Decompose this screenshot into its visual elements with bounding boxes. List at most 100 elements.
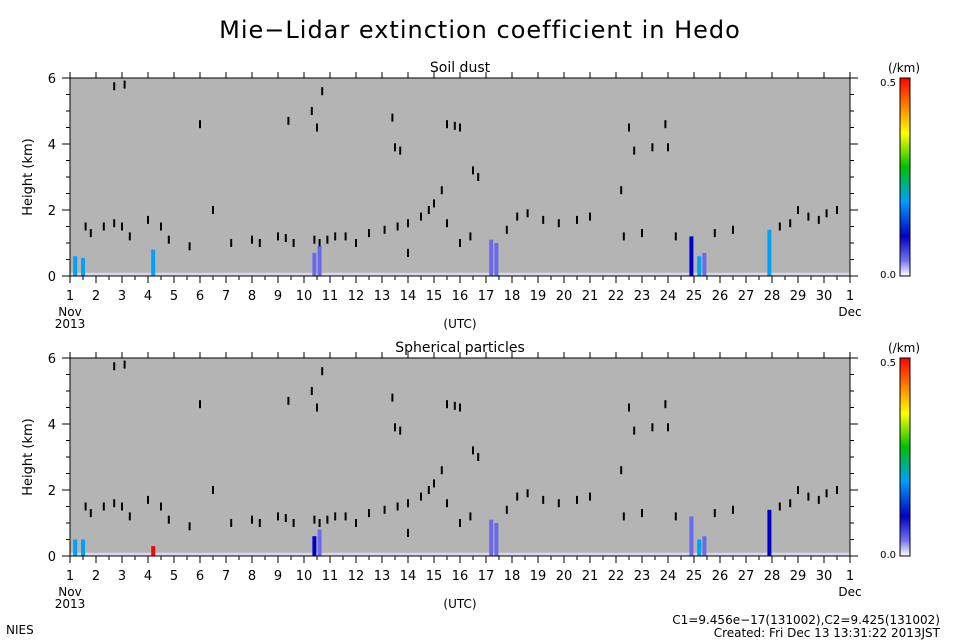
cloud-mark	[292, 519, 295, 527]
y-tick-label: 4	[48, 138, 56, 153]
x-tick-label: 26	[712, 569, 729, 584]
x-tick-label: 12	[348, 289, 365, 304]
cloud-mark	[391, 113, 394, 122]
x-tick-label: 4	[144, 569, 152, 584]
cloud-mark	[778, 222, 781, 231]
x-tick-label: 25	[686, 569, 703, 584]
cloud-mark	[334, 512, 337, 521]
footer-constants: C1=9.456e−17(131002),C2=9.425(131002)	[672, 613, 940, 627]
x-start-year: 2013	[55, 597, 86, 611]
cloud-mark	[123, 360, 126, 369]
cloud-mark	[284, 234, 287, 243]
cloud-mark	[318, 239, 321, 247]
x-tick-label: 30	[816, 289, 833, 304]
x-tick-label: 15	[426, 289, 443, 304]
x-tick-label: 13	[374, 569, 391, 584]
cloud-mark	[128, 232, 131, 241]
footer-created: Created: Fri Dec 13 13:31:22 2013JST	[714, 626, 941, 640]
cloud-mark	[383, 505, 386, 514]
cloud-mark	[453, 401, 456, 410]
colorbar-unit: (/km)	[888, 341, 920, 355]
x-tick-label: 10	[296, 289, 313, 304]
cloud-mark	[147, 495, 149, 504]
colorbar-max: 0.5	[880, 78, 896, 89]
aerosol-column	[489, 239, 494, 276]
cloud-mark	[230, 519, 233, 527]
cloud-mark	[396, 502, 399, 511]
cloud-mark	[477, 453, 480, 461]
cloud-mark	[472, 446, 474, 455]
x-tick-label: 3	[118, 569, 126, 584]
cloud-mark	[505, 225, 508, 234]
cloud-mark	[258, 239, 261, 247]
y-tick-label: 4	[48, 418, 56, 433]
cloud-mark	[589, 212, 591, 221]
cloud-mark	[292, 239, 295, 247]
x-tick-label: 20	[556, 289, 573, 304]
surface-layer	[70, 552, 850, 556]
cloud-mark	[310, 387, 313, 395]
y-tick-label: 6	[48, 352, 56, 367]
aerosol-column	[317, 529, 322, 556]
x-tick-label: 16	[452, 569, 469, 584]
cloud-mark	[440, 186, 443, 195]
x-tick-label: 9	[274, 289, 282, 304]
cloud-mark	[674, 512, 677, 521]
cloud-mark	[797, 486, 799, 494]
cloud-mark	[316, 123, 318, 132]
x-tick-label: 5	[170, 289, 178, 304]
figure-title: Mie−Lidar extinction coefficient in Hedo	[219, 16, 741, 44]
cloud-mark	[633, 146, 636, 155]
cloud-mark	[89, 509, 92, 518]
cloud-mark	[633, 426, 636, 435]
x-tick-label: 10	[296, 569, 313, 584]
cloud-mark	[318, 519, 321, 527]
aerosol-column	[81, 257, 85, 276]
aerosol-column	[494, 243, 499, 276]
cloud-mark	[446, 400, 448, 409]
x-end-month: Dec	[838, 585, 861, 599]
x-tick-label: 1	[846, 289, 854, 304]
cloud-mark	[459, 123, 461, 132]
aerosol-column	[73, 256, 78, 276]
x-tick-label: 17	[478, 289, 495, 304]
x-start-month: Nov	[58, 305, 81, 319]
cloud-mark	[102, 222, 105, 231]
x-tick-label: 23	[634, 289, 651, 304]
x-tick-label: 3	[118, 289, 126, 304]
cloud-mark	[557, 499, 560, 508]
cloud-mark	[477, 173, 480, 181]
x-tick-label: 23	[634, 569, 651, 584]
cloud-mark	[123, 80, 126, 89]
cloud-mark	[641, 509, 643, 518]
cloud-mark	[667, 143, 669, 152]
cloud-mark	[383, 225, 386, 234]
x-tick-label: 17	[478, 569, 495, 584]
cloud-mark	[825, 489, 828, 498]
x-tick-label: 2	[92, 569, 100, 584]
cloud-mark	[427, 486, 430, 494]
y-axis-label: Height (km)	[21, 138, 36, 215]
cloud-mark	[368, 509, 370, 518]
aerosol-column	[151, 546, 156, 556]
cloud-mark	[147, 215, 149, 224]
x-tick-label: 24	[660, 289, 677, 304]
cloud-mark	[407, 219, 409, 228]
cloud-mark	[160, 502, 162, 511]
cloud-mark	[251, 235, 253, 244]
x-tick-label: 26	[712, 289, 729, 304]
aerosol-column	[697, 539, 702, 556]
cloud-mark	[313, 515, 316, 524]
cloud-mark	[667, 423, 669, 432]
colorbar-min: 0.0	[880, 270, 896, 281]
aerosol-column	[317, 246, 322, 276]
cloud-mark	[420, 492, 422, 501]
x-tick-label: 22	[608, 569, 625, 584]
cloud-mark	[797, 206, 799, 214]
x-tick-label: 6	[196, 569, 204, 584]
cloud-mark	[713, 229, 716, 238]
cloud-mark	[576, 215, 578, 224]
cloud-mark	[399, 146, 402, 155]
x-tick-label: 28	[764, 569, 781, 584]
